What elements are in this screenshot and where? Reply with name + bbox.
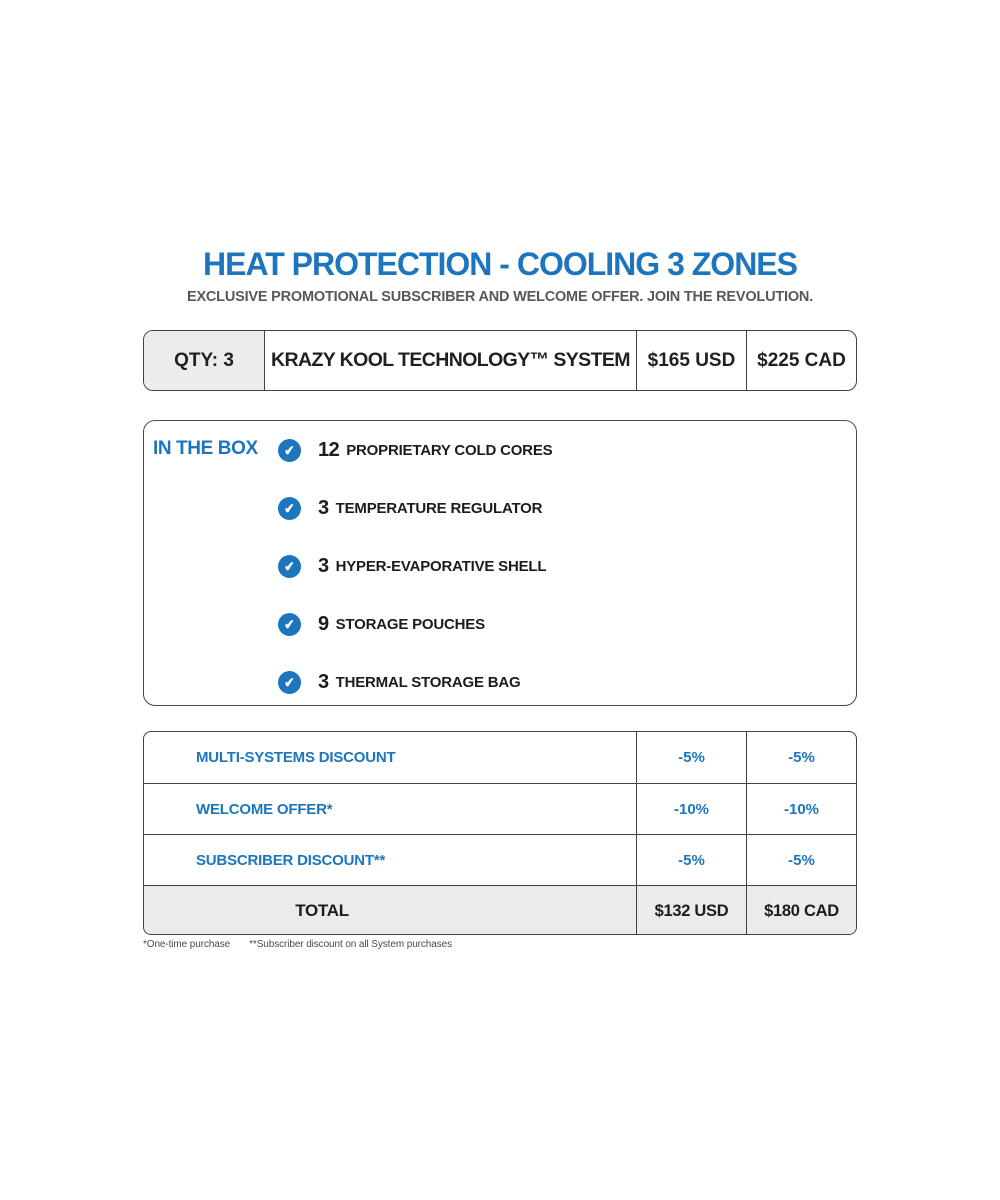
table-row: MULTI-SYSTEMS DISCOUNT -5% -5%	[144, 732, 856, 783]
total-label: TOTAL	[144, 886, 637, 934]
total-cad: $180 CAD	[764, 901, 839, 920]
product-table: QTY: 3 KRAZY KOOL TECHNOLOGY™ SYSTEM $16…	[143, 330, 857, 391]
item-qty: 12	[318, 438, 340, 461]
check-icon: ✔	[276, 437, 303, 463]
item-qty: 3	[318, 496, 329, 519]
item-name: THERMAL STORAGE BAG	[335, 673, 521, 691]
item-qty: 3	[318, 554, 329, 577]
in-the-box-list: ✔ 12 PROPRIETARY COLD CORES ✔ 3 TEMPERAT…	[276, 421, 846, 711]
list-item: ✔ 9 STORAGE POUCHES	[276, 595, 846, 653]
item-name: TEMPERATURE REGULATOR	[335, 499, 543, 517]
total-row: TOTAL $132 USD $180 CAD	[144, 885, 856, 934]
item-name: PROPRIETARY COLD CORES	[346, 441, 553, 459]
in-the-box-panel: IN THE BOX ✔ 12 PROPRIETARY COLD CORES ✔…	[143, 420, 857, 706]
product-name: KRAZY KOOL TECHNOLOGY™ SYSTEM	[265, 331, 637, 390]
discount-usd: -5%	[637, 732, 747, 783]
discount-label: MULTI-SYSTEMS DISCOUNT	[144, 732, 637, 783]
table-row: SUBSCRIBER DISCOUNT** -5% -5%	[144, 834, 856, 885]
discount-cad: -10%	[783, 800, 820, 818]
check-icon: ✔	[276, 611, 303, 637]
discount-table: MULTI-SYSTEMS DISCOUNT -5% -5% WELCOME O…	[143, 731, 857, 935]
footnote-subscriber: **Subscriber discount on all System purc…	[249, 939, 452, 950]
list-item: ✔ 3 THERMAL STORAGE BAG	[276, 653, 846, 711]
in-the-box-label: IN THE BOX	[153, 438, 258, 459]
footnote-one-time: *One-time purchase	[143, 939, 231, 950]
discount-label: SUBSCRIBER DISCOUNT**	[144, 835, 637, 885]
table-row: WELCOME OFFER* -10% -10%	[144, 783, 856, 834]
page-subtitle: EXCLUSIVE PROMOTIONAL SUBSCRIBER AND WEL…	[186, 289, 814, 305]
list-item: ✔ 3 HYPER-EVAPORATIVE SHELL	[276, 537, 846, 595]
item-name: HYPER-EVAPORATIVE SHELL	[335, 557, 547, 575]
discount-usd: -5%	[637, 835, 747, 885]
product-qty: QTY: 3	[144, 331, 265, 390]
total-usd: $132 USD	[637, 886, 747, 934]
check-icon: ✔	[276, 553, 303, 579]
item-name: STORAGE POUCHES	[335, 615, 485, 633]
check-icon: ✔	[276, 495, 303, 521]
list-item: ✔ 3 TEMPERATURE REGULATOR	[276, 479, 846, 537]
discount-cad: -5%	[788, 749, 815, 766]
footnotes: *One-time purchase **Subscriber discount …	[143, 939, 452, 950]
check-icon: ✔	[276, 669, 303, 695]
product-price-usd: $165 USD	[637, 331, 747, 390]
list-item: ✔ 12 PROPRIETARY COLD CORES	[276, 421, 846, 479]
discount-usd: -10%	[637, 784, 747, 834]
discount-cad: -5%	[788, 851, 815, 869]
product-price-cad: $225 CAD	[757, 349, 846, 371]
page-title: HEAT PROTECTION - COOLING 3 ZONES	[203, 246, 798, 282]
discount-label: WELCOME OFFER*	[144, 784, 637, 834]
item-qty: 3	[318, 670, 329, 693]
item-qty: 9	[318, 612, 329, 635]
